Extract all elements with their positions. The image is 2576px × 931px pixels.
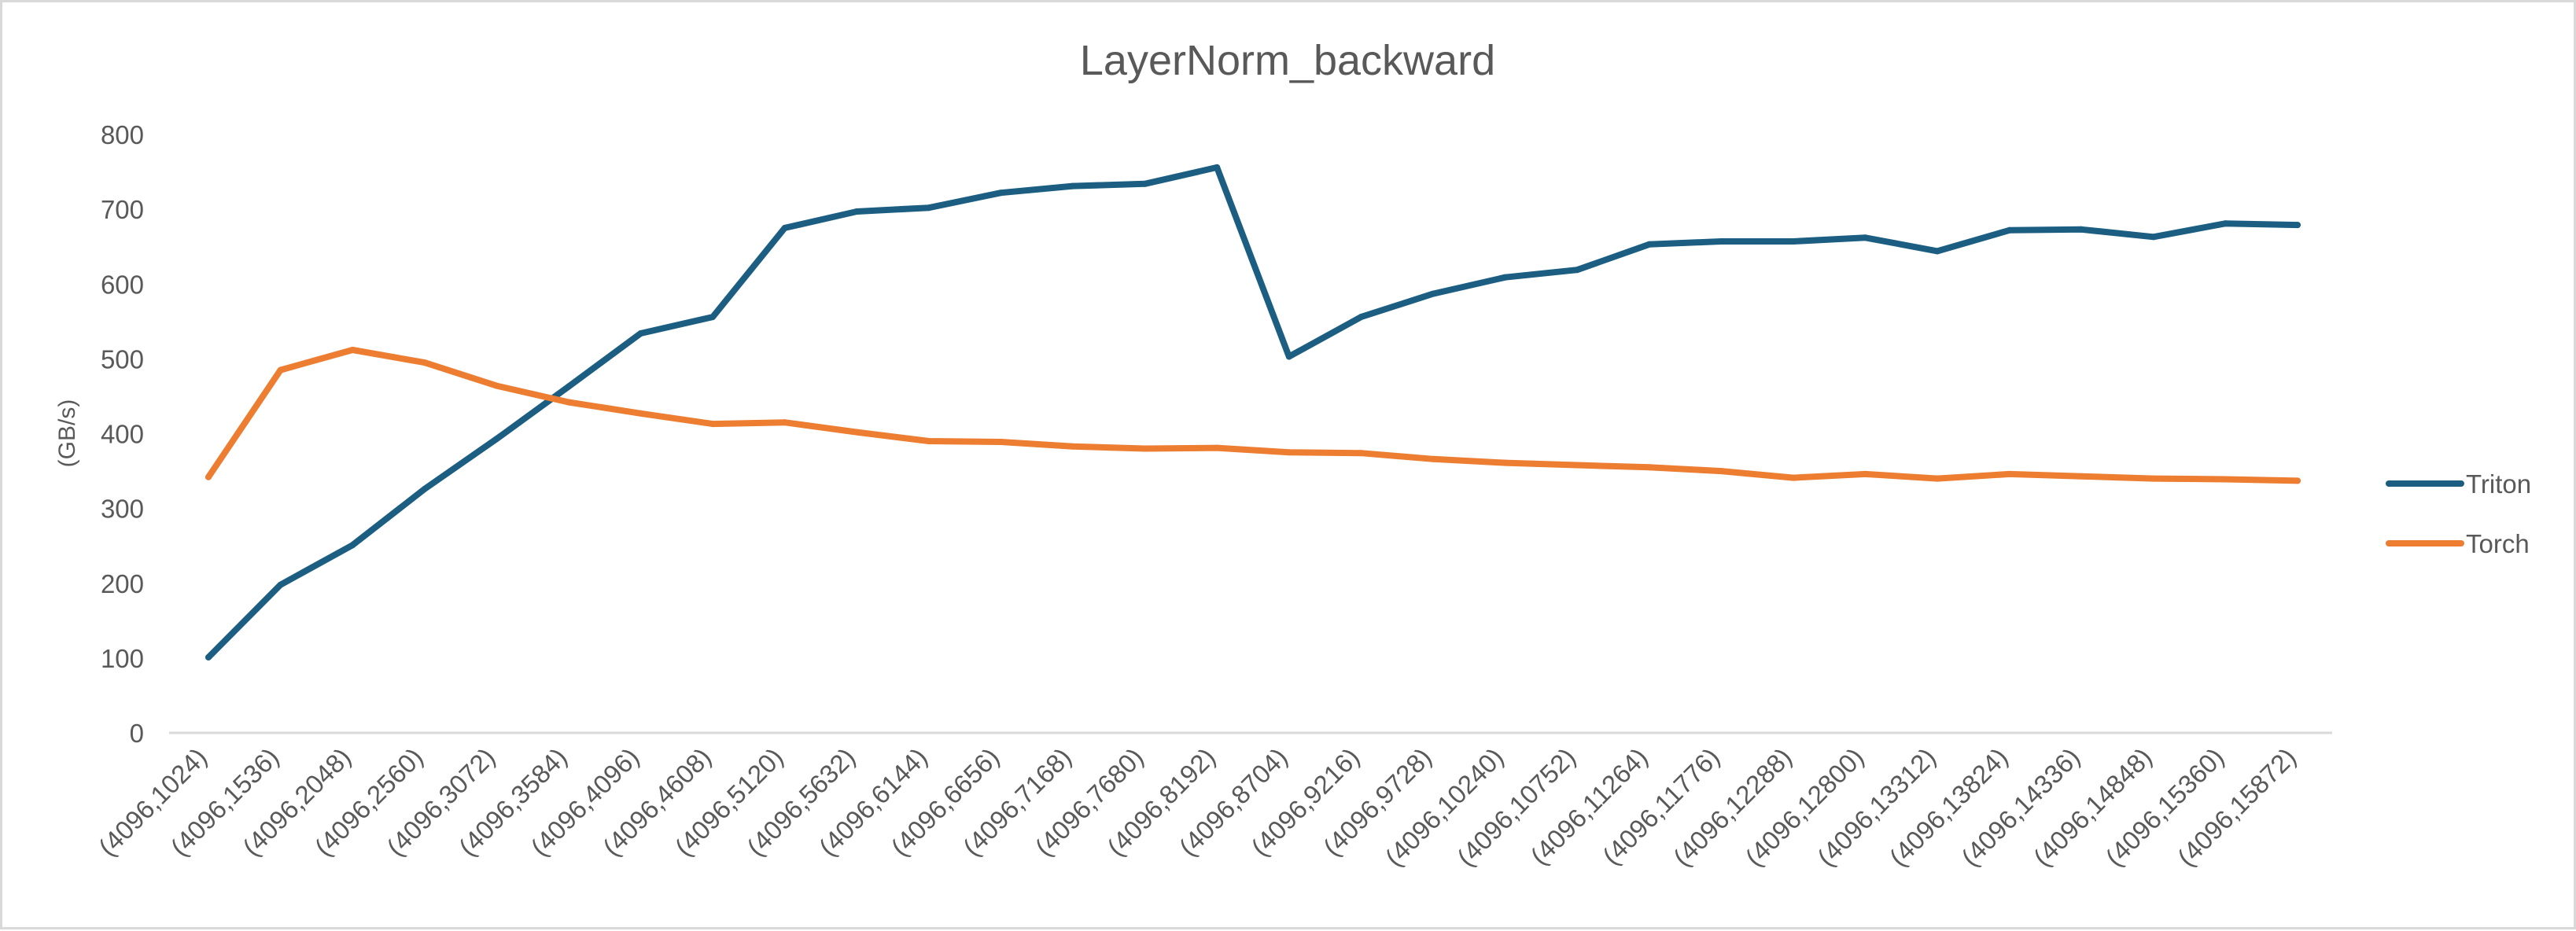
data-point-triton — [709, 314, 717, 321]
y-tick-label: 400 — [101, 420, 144, 449]
data-point-triton — [493, 436, 500, 443]
data-point-torch — [1358, 450, 1365, 457]
data-point-torch — [1141, 445, 1148, 452]
series-line-triton — [205, 164, 2301, 661]
data-point-torch — [1789, 474, 1797, 481]
data-point-triton — [1789, 238, 1797, 245]
data-point-torch — [853, 429, 861, 436]
data-point-triton — [925, 204, 932, 212]
data-point-triton — [2078, 226, 2085, 233]
data-point-torch — [205, 473, 212, 480]
x-axis-ticks: (4096,1024)(4096,1536)(4096,2048)(4096,2… — [93, 742, 2301, 872]
chart-title: LayerNorm_backward — [1080, 37, 1495, 84]
data-point-torch — [349, 347, 356, 353]
data-point-triton — [2150, 234, 2157, 241]
data-point-torch — [709, 421, 717, 428]
series-line-torch — [205, 347, 2301, 484]
data-point-triton — [1430, 290, 1436, 297]
legend-label-torch: Torch — [2466, 529, 2530, 558]
data-point-torch — [997, 439, 1004, 445]
data-point-torch — [1285, 449, 1292, 456]
data-point-triton — [853, 208, 861, 215]
data-point-torch — [421, 359, 428, 366]
data-point-triton — [1141, 180, 1148, 187]
data-point-triton — [565, 383, 572, 390]
data-point-torch — [277, 366, 284, 374]
series-lines — [205, 164, 2301, 661]
data-point-triton — [1285, 353, 1292, 360]
data-point-triton — [1502, 274, 1509, 281]
data-point-torch — [1214, 444, 1221, 451]
y-tick-label: 100 — [101, 644, 144, 673]
data-point-triton — [2006, 226, 2013, 234]
data-point-torch — [1645, 464, 1653, 471]
data-point-torch — [565, 399, 572, 406]
data-point-torch — [2222, 476, 2229, 483]
data-point-triton — [2222, 220, 2229, 227]
legend-label-triton: Triton — [2466, 469, 2531, 499]
data-point-torch — [1502, 459, 1509, 466]
y-axis-ticks: 0 100 200 300 400 500 600 700 800 — [101, 120, 144, 748]
data-point-triton — [349, 542, 356, 549]
y-tick-label: 200 — [101, 569, 144, 598]
y-tick-label: 700 — [101, 195, 144, 224]
data-point-triton — [1070, 182, 1076, 190]
data-point-torch — [1574, 462, 1581, 469]
data-point-torch — [1430, 455, 1436, 462]
data-point-triton — [637, 330, 644, 337]
data-point-triton — [1718, 238, 1725, 245]
y-tick-label: 600 — [101, 270, 144, 299]
data-point-triton — [1214, 164, 1221, 171]
y-tick-label: 300 — [101, 495, 144, 524]
y-tick-label: 0 — [130, 719, 144, 748]
data-point-torch — [781, 419, 788, 426]
legend: Triton Torch — [2386, 469, 2531, 558]
data-point-torch — [2078, 473, 2085, 480]
data-point-triton — [1862, 234, 1869, 241]
data-point-torch — [2150, 475, 2157, 482]
data-point-torch — [1718, 468, 1725, 475]
data-point-triton — [997, 190, 1004, 197]
data-point-torch — [925, 438, 932, 444]
data-point-triton — [781, 224, 788, 231]
y-axis-label: (GB/s) — [54, 399, 80, 468]
data-point-triton — [1645, 241, 1653, 248]
data-point-triton — [1934, 248, 1941, 255]
y-tick-label: 800 — [101, 120, 144, 149]
data-point-torch — [1070, 443, 1076, 450]
data-point-torch — [637, 410, 644, 417]
data-point-triton — [1574, 267, 1581, 274]
data-point-torch — [1934, 475, 1941, 482]
data-point-torch — [2294, 477, 2301, 484]
data-point-triton — [421, 485, 428, 492]
data-point-torch — [493, 382, 500, 389]
data-point-torch — [1862, 470, 1869, 477]
data-point-torch — [2006, 470, 2013, 477]
data-point-triton — [205, 653, 212, 661]
data-point-triton — [2294, 222, 2301, 229]
data-point-triton — [1358, 314, 1365, 321]
y-tick-label: 500 — [101, 344, 144, 374]
data-point-triton — [277, 581, 284, 588]
